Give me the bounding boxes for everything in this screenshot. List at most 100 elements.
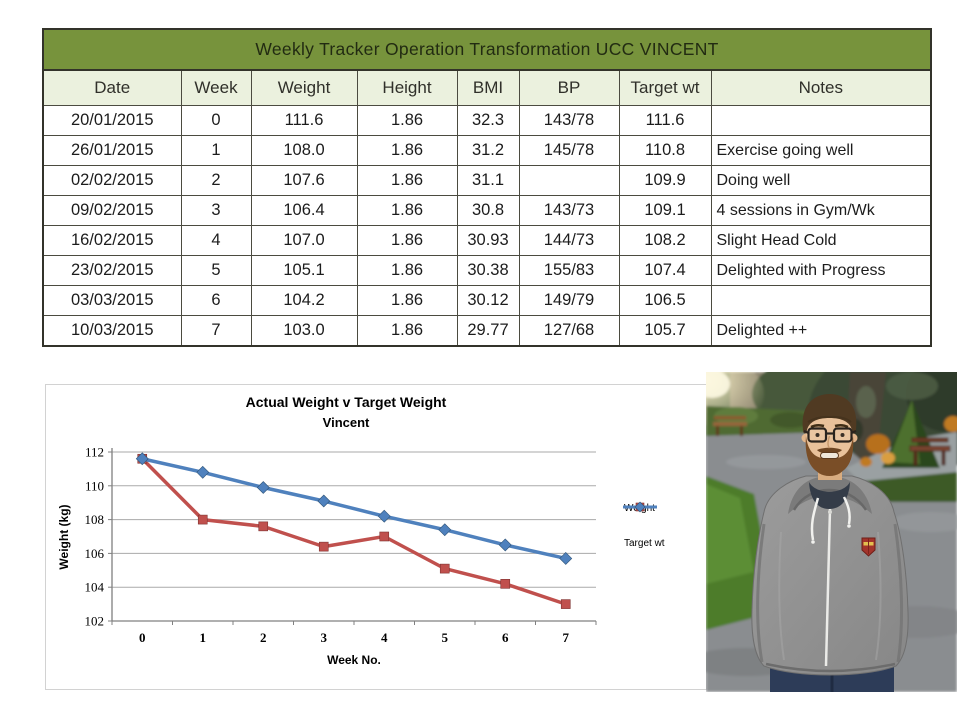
table-cell: [518, 165, 620, 196]
autumn-foliage: [860, 416, 957, 467]
y-tick-label: 106: [85, 546, 105, 561]
table-row: 20/01/2015 0 111.6 1.86 32.3 143/78 111.6: [42, 105, 932, 136]
table-cell: 0: [180, 105, 252, 136]
table-cell: 107.4: [618, 255, 712, 286]
table-cell: 10/03/2015: [42, 315, 182, 347]
table-cell: 155/83: [518, 255, 620, 286]
table-cell: 26/01/2015: [42, 135, 182, 166]
table-cell: 104.2: [250, 285, 358, 316]
table-cell: 1: [180, 135, 252, 166]
table-cell: 105.1: [250, 255, 358, 286]
table-cell: 110.8: [618, 135, 712, 166]
table-cell: 106.5: [618, 285, 712, 316]
y-tick-label: 102: [85, 614, 105, 629]
table-cell: Doing well: [710, 165, 932, 196]
table-cell: 143/73: [518, 195, 620, 226]
table-row: 23/02/2015 5 105.1 1.86 30.38 155/83 107.4 Deli…: [42, 255, 932, 286]
nose: [827, 435, 831, 449]
table-cell: 4: [180, 225, 252, 256]
table-cell: 149/79: [518, 285, 620, 316]
table-cell: 31.2: [456, 135, 520, 166]
man-portrait: [751, 394, 909, 692]
photo-illustration: [706, 372, 957, 692]
table-cell: 23/02/2015: [42, 255, 182, 286]
park-bench-left: [713, 416, 747, 436]
table-cell: Exercise going well: [710, 135, 932, 166]
table-cell: 1.86: [356, 165, 458, 196]
table-cell: 4 sessions in Gym/Wk: [710, 195, 932, 226]
column-header: BMI: [456, 69, 520, 106]
hoodie-hem: [765, 662, 896, 673]
weight-chart: Actual Weight v Target Weight Vincent We…: [45, 384, 707, 690]
face: [801, 394, 858, 480]
table-cell: 105.7: [618, 315, 712, 347]
table-row: 10/03/2015 7 103.0 1.86 29.77 127/68 105.7 Deli…: [42, 315, 932, 347]
table-header-row: Date Week Weight Height BMI BP Target wt Notes: [42, 69, 932, 106]
table-cell: 16/02/2015: [42, 225, 182, 256]
table-cell: 144/73: [518, 225, 620, 256]
zipper: [824, 508, 832, 667]
table-cell: 1.86: [356, 225, 458, 256]
beard: [805, 436, 854, 476]
table-cell: 30.38: [456, 255, 520, 286]
table-row: 02/02/2015 2 107.6 1.86 31.1 109.9 Doing well: [42, 165, 932, 196]
x-tick-label: 5: [442, 630, 449, 645]
eyes: [815, 433, 820, 437]
table-cell: 1.86: [356, 195, 458, 226]
crest-badge: [861, 537, 876, 557]
column-header: BP: [518, 69, 620, 106]
table-cell: 109.1: [618, 195, 712, 226]
series-weight: [137, 453, 571, 609]
photo-vincent: [706, 372, 957, 692]
hair: [802, 394, 857, 434]
y-tick-label: 112: [85, 445, 104, 460]
legend-swatch: [623, 501, 657, 513]
chart-subtitle: Vincent: [322, 415, 370, 430]
series-target-wt: [135, 452, 573, 565]
chart-legend: WeightTarget wt: [622, 501, 665, 571]
table-cell: 107.0: [250, 225, 358, 256]
table-row: 26/01/2015 1 108.0 1.86 31.2 145/78 110.8 Exerc…: [42, 135, 932, 166]
table-cell: 103.0: [250, 315, 358, 347]
table-title-row: Weekly Tracker Operation Transformation …: [42, 28, 932, 71]
table-cell: Slight Head Cold: [710, 225, 932, 256]
weekly-tracker-table: Weekly Tracker Operation Transformation …: [42, 28, 933, 347]
x-tick-label: 4: [381, 630, 388, 645]
table-cell: 29.77: [456, 315, 520, 347]
table-cell: 2: [180, 165, 252, 196]
table-cell: 1.86: [356, 135, 458, 166]
table-cell: 111.6: [618, 105, 712, 136]
table-cell: 6: [180, 285, 252, 316]
tshirt: [809, 482, 850, 509]
table-row: 03/03/2015 6 104.2 1.86 30.12 149/79 106.5: [42, 285, 932, 316]
table-cell: 03/03/2015: [42, 285, 182, 316]
x-tick-label: 3: [321, 630, 328, 645]
hoodie: [751, 475, 909, 676]
table-cell: 1.86: [356, 315, 458, 347]
table-title: Weekly Tracker Operation Transformation …: [42, 28, 932, 71]
table-cell: 30.12: [456, 285, 520, 316]
x-axis-label: Week No.: [327, 653, 381, 667]
column-header: Target wt: [618, 69, 712, 106]
glasses: [803, 427, 857, 443]
table-row: 09/02/2015 3 106.4 1.86 30.8 143/73 109.1 4 ses…: [42, 195, 932, 226]
legend-item: Target wt: [622, 501, 665, 550]
table-cell: 32.3: [456, 105, 520, 136]
drawstrings: [810, 496, 851, 544]
table-cell: 145/78: [518, 135, 620, 166]
chart-title: Actual Weight v Target Weight: [245, 394, 447, 410]
x-tick-label: 1: [200, 630, 207, 645]
table-cell: 1.86: [356, 255, 458, 286]
table-cell: 30.93: [456, 225, 520, 256]
x-tick-label: 2: [260, 630, 267, 645]
table-cell: 31.1: [456, 165, 520, 196]
y-tick-label: 110: [85, 478, 104, 493]
eyebrows: [810, 423, 825, 429]
table-cell: 3: [180, 195, 252, 226]
table-cell: 5: [180, 255, 252, 286]
table-cell: 106.4: [250, 195, 358, 226]
column-header: Weight: [250, 69, 358, 106]
table-cell: 109.9: [618, 165, 712, 196]
table-cell: 108.0: [250, 135, 358, 166]
